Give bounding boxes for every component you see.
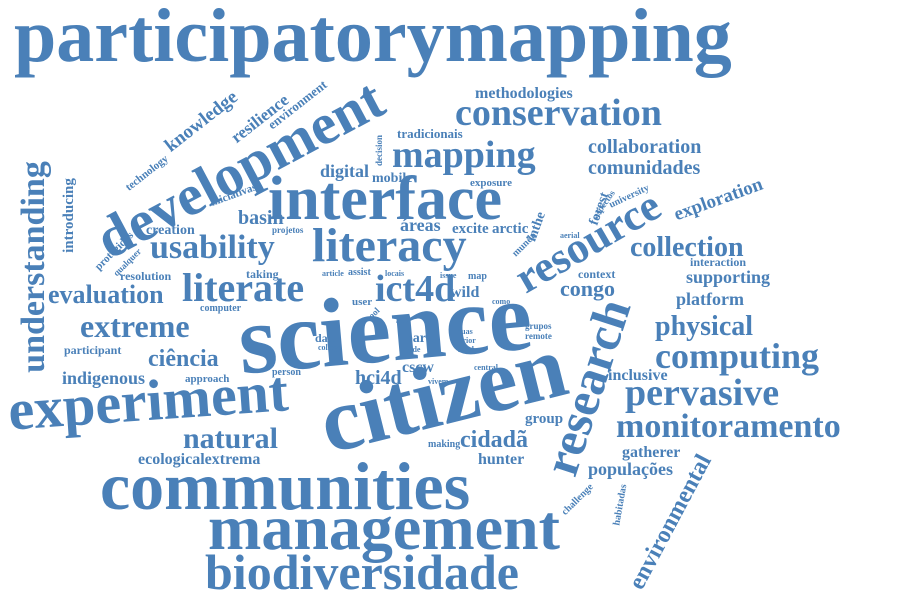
word-biodiversidade: biodiversidade [205,544,519,600]
word-para: para [405,331,433,346]
word-college: college [318,343,342,352]
word-decision: decision [374,134,385,167]
word-data: data [315,331,338,345]
word-communities: communities [100,448,471,524]
word-extrema: extrema [204,451,261,468]
word-mapping: mapping [392,134,536,176]
word-introducing: introducing [60,178,77,253]
word-group: group [525,411,564,427]
word-comunidades: comunidades [588,157,701,179]
word-prior: prior [458,336,476,345]
word-ciencia: ciência [148,346,219,372]
word-cidada: cidadã [460,427,529,453]
word-aerial: aerial [560,231,580,240]
word-arctic: arctic [492,221,529,237]
word-taking: taking [246,267,279,281]
word-ecological: ecological [138,451,205,468]
word-pervasive: pervasive [625,372,780,414]
word-mobile: mobile [372,171,413,186]
word-central: central [474,363,498,372]
word-exploration: exploration [671,173,766,226]
word-digital: digital [320,161,370,181]
word-locais: locais [385,269,405,278]
word-cscw: cscw [402,359,434,376]
word-conservation: conservation [455,92,662,134]
word-management: management [208,492,560,563]
word-natural: natural [183,422,279,455]
word-monitoramento: monitoramento [616,408,841,445]
word-collection: collection [630,232,744,263]
word-suas: suas [458,327,473,336]
word-extreme: extreme [80,308,190,344]
word-supporting: supporting [686,267,771,287]
word-literate: literate [182,265,305,310]
word-ecologicalextrema: ecologicalextrema [138,452,260,468]
word-collaboration: collaboration [588,136,702,158]
word-issue: issue [440,271,457,280]
word-interaction: interaction [690,255,746,269]
word-participant: participant [64,343,122,357]
word-basin: basin [238,207,284,229]
word-participatorymapping: participatorymapping [14,0,732,78]
word-literacy: literacy [312,219,467,272]
word-approach: approach [185,373,230,385]
word-interface: interface [268,165,503,233]
word-remote: remote [525,331,552,341]
word-wild: wild [450,284,480,301]
word-areas: áreas [400,215,441,235]
word-vivem: vivem [428,377,449,386]
word-person: person [272,367,301,378]
word-excite: excite [452,221,489,237]
word-creation: creation [146,223,195,238]
word-projetos: projetos [272,225,304,235]
word-grupos: grupos [525,321,552,331]
word-assist: assist [348,267,371,278]
word-area: area [396,317,410,325]
word-computing: computing [655,336,820,376]
word-usability: usability [150,229,275,266]
word-methodologies: methodologies [475,85,573,102]
word-como: como [492,297,511,306]
word-resolution: resolution [120,269,172,283]
word-exposure: exposure [470,177,512,189]
word-indigenous: indigenous [62,368,146,388]
word-understanding: understanding [14,161,52,373]
word-hunter: hunter [478,451,525,468]
word-gatherer: gatherer [622,444,681,461]
word-computer: computer [200,303,242,314]
word-physical: physical [655,311,754,342]
word-inclusive: inclusive [608,367,668,384]
word-ict4d: ict4d [375,268,456,310]
word-user: user [352,296,373,308]
word-tradicionais: tradicionais [397,126,463,141]
word-congo: congo [560,276,615,301]
word-hci4d: hci4d [355,367,402,389]
word-challenge: challenge [559,481,596,518]
word-bode: bode [404,345,421,354]
word-context: context [578,267,616,281]
word-map: map [468,271,487,282]
word-local: local [458,345,474,354]
word-article: article [322,269,344,278]
word-populacoes: populações [588,459,674,479]
word-evaluation: evaluation [48,280,164,309]
word-habitadas: habitadas [611,483,630,527]
word-platform: platform [676,289,744,309]
word-making: making [428,439,461,450]
